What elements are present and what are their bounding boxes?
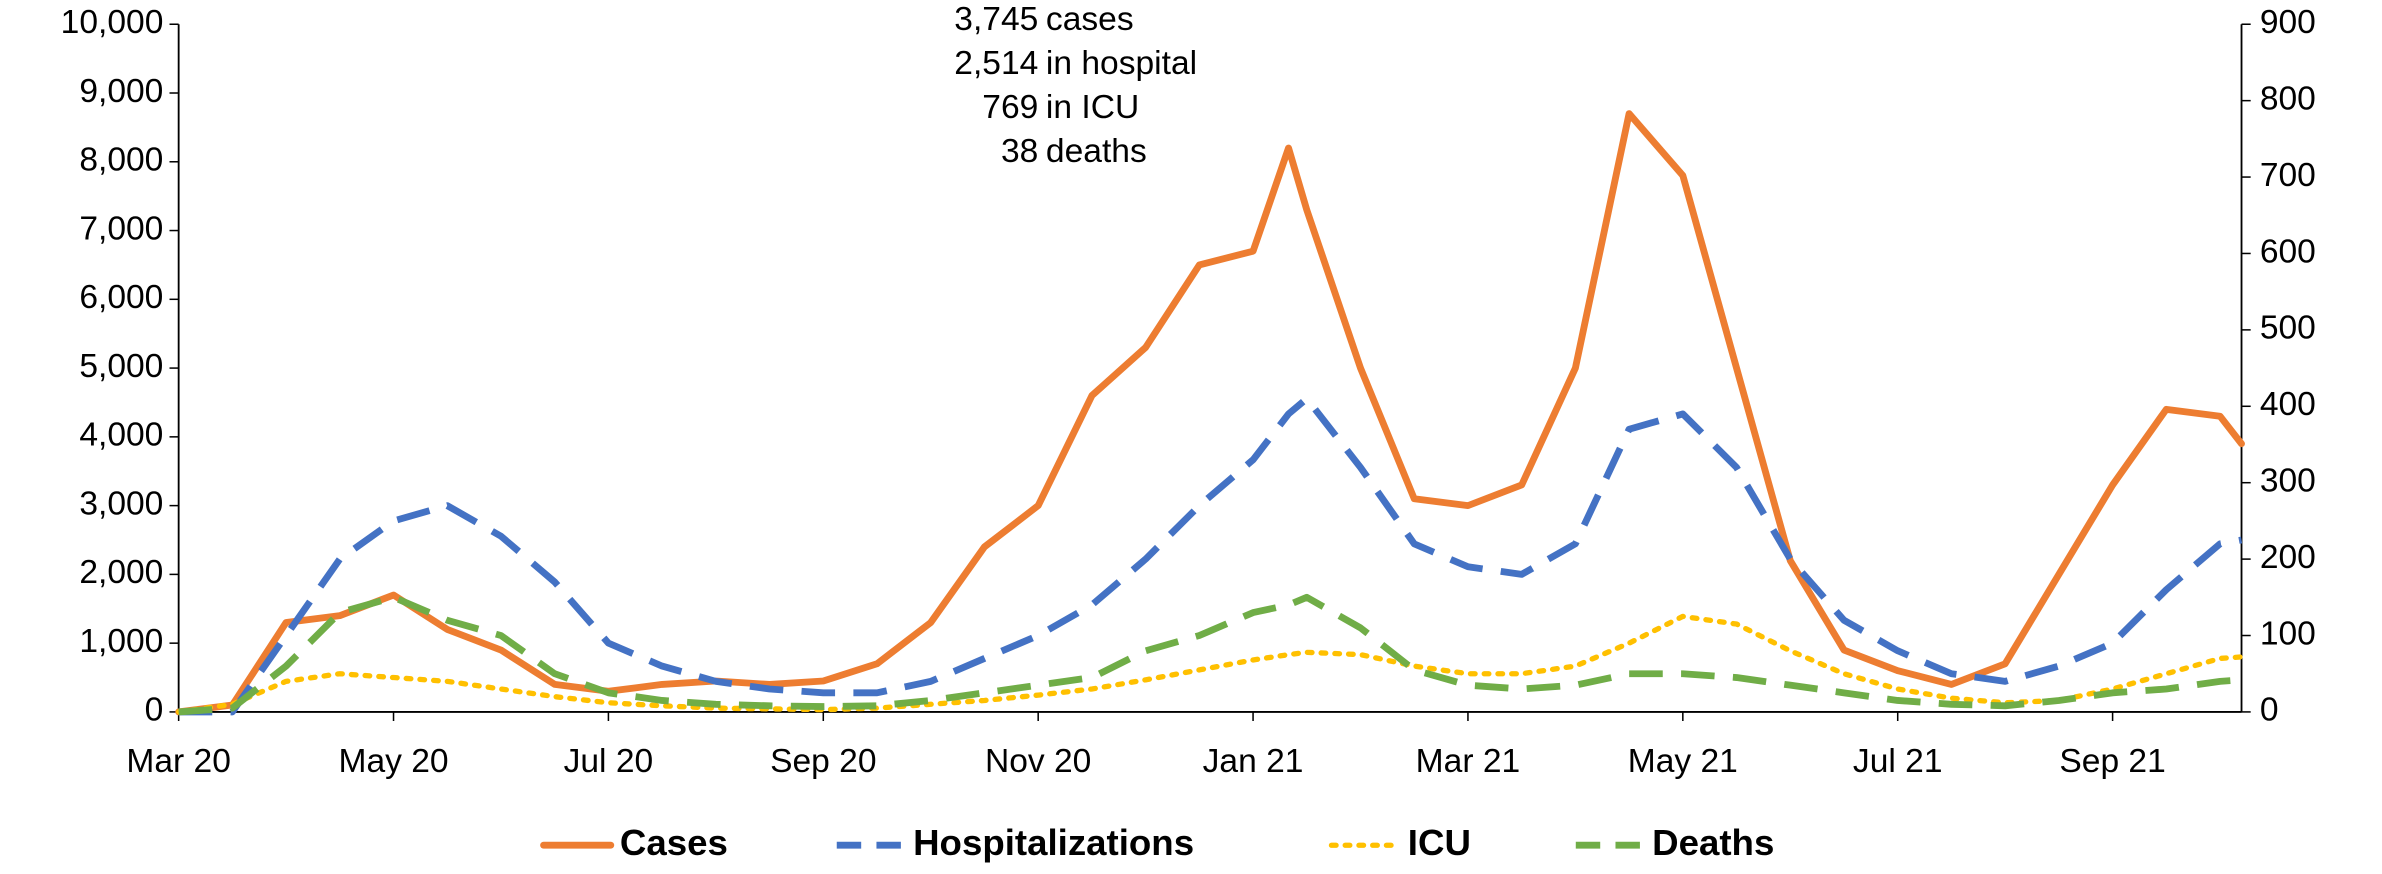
y-tick-label: 3,000 xyxy=(79,486,163,523)
annotation-value: 3,745 xyxy=(954,1,1038,38)
annotation-label: cases xyxy=(1046,1,1134,38)
series-line xyxy=(178,395,2243,716)
y2-tick-label: 300 xyxy=(2260,463,2316,500)
x-tick-label: May 21 xyxy=(1628,743,1738,780)
y2-tick-label: 200 xyxy=(2260,539,2316,576)
annotation-label: in hospital xyxy=(1046,45,1197,82)
legend-label: Cases xyxy=(620,822,728,863)
y2-tick-label: 100 xyxy=(2260,615,2316,652)
y-tick-label: 5,000 xyxy=(79,348,163,385)
y-tick-label: 9,000 xyxy=(79,73,163,110)
x-tick-label: Nov 20 xyxy=(985,743,1091,780)
x-tick-label: Jul 21 xyxy=(1853,743,1943,780)
x-tick-label: Mar 20 xyxy=(126,743,230,780)
series-line xyxy=(175,613,2245,715)
x-tick-label: Jan 21 xyxy=(1203,743,1304,780)
annotation-value: 38 xyxy=(1001,133,1038,170)
x-tick-label: May 20 xyxy=(338,743,448,780)
annotation-label: deaths xyxy=(1046,133,1147,170)
series-line xyxy=(175,110,2245,716)
y-tick-label: 10,000 xyxy=(61,4,164,41)
legend-label: Hospitalizations xyxy=(913,822,1194,863)
y-tick-label: 4,000 xyxy=(79,417,163,454)
y2-tick-label: 400 xyxy=(2260,386,2316,423)
legend-label: ICU xyxy=(1408,822,1471,863)
x-tick-label: Jul 20 xyxy=(564,743,654,780)
x-tick-label: Sep 21 xyxy=(2059,743,2165,780)
annotation-value: 2,514 xyxy=(954,45,1038,82)
y-tick-label: 8,000 xyxy=(79,142,163,179)
annotation-label: in ICU xyxy=(1046,89,1139,126)
legend-label: Deaths xyxy=(1652,822,1774,863)
y-tick-label: 0 xyxy=(145,692,164,729)
y2-tick-label: 500 xyxy=(2260,310,2316,347)
y2-tick-label: 900 xyxy=(2260,4,2316,41)
annotation-value: 769 xyxy=(982,89,1038,126)
x-tick-label: Sep 20 xyxy=(770,743,876,780)
y2-tick-label: 600 xyxy=(2260,233,2316,270)
y-tick-label: 2,000 xyxy=(79,554,163,591)
y-tick-label: 1,000 xyxy=(79,623,163,660)
y-tick-label: 6,000 xyxy=(79,279,163,316)
y2-tick-label: 0 xyxy=(2260,692,2279,729)
y2-tick-label: 800 xyxy=(2260,81,2316,118)
x-tick-label: Mar 21 xyxy=(1416,743,1520,780)
y-tick-label: 7,000 xyxy=(79,210,163,247)
series-line xyxy=(178,593,2242,716)
y2-tick-label: 700 xyxy=(2260,157,2316,194)
